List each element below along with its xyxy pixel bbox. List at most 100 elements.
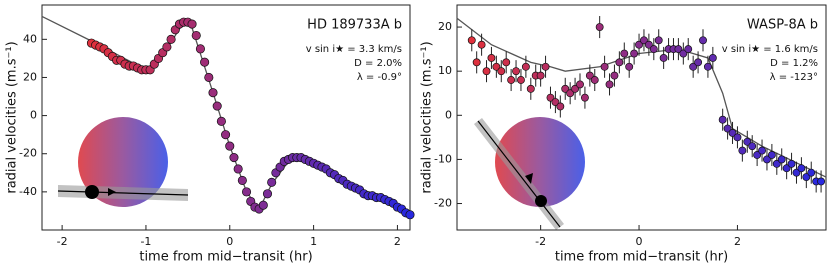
data-point (728, 128, 737, 137)
annotation: v sin i★ = 3.3 km/s (306, 44, 402, 55)
data-point (777, 155, 786, 164)
annotation: λ = -0.9° (357, 72, 402, 83)
data-point (817, 177, 826, 186)
y-tick-label: 20 (23, 70, 37, 83)
data-point (605, 80, 614, 89)
data-point (521, 62, 530, 71)
annotation: D = 1.2% (770, 58, 818, 69)
data-point (482, 67, 491, 76)
x-tick-label: 2 (394, 235, 401, 248)
plot-frame (456, 4, 827, 231)
data-point (467, 36, 476, 45)
data-point (229, 152, 239, 163)
data-point (166, 34, 176, 44)
data-point (576, 80, 584, 89)
x-tick-label: -1 (140, 235, 151, 248)
data-point (772, 159, 781, 168)
data-point (162, 42, 172, 52)
y-tick-label: 0 (445, 108, 452, 121)
data-point (566, 89, 575, 98)
data-point (635, 40, 643, 49)
data-point (620, 49, 629, 58)
annotation: WASP-8A b (747, 18, 818, 33)
data-point (767, 151, 776, 159)
x-tick-label: 0 (636, 235, 643, 248)
data-point (546, 93, 555, 102)
data-point (216, 116, 226, 126)
data-point (640, 36, 648, 45)
y-tick-label: -10 (434, 152, 452, 165)
x-tick-label: -2 (535, 235, 546, 248)
data-point (723, 124, 732, 133)
data-point (610, 71, 619, 80)
data-point (195, 44, 205, 54)
x-tick-label: 1 (310, 235, 317, 248)
data-point (507, 76, 516, 84)
data-point (758, 146, 766, 155)
data-point (536, 71, 545, 80)
x-tick-label: 2 (734, 235, 741, 248)
data-point (743, 137, 752, 146)
data-point (405, 210, 415, 220)
y-tick-label: 20 (438, 20, 452, 33)
data-point (221, 130, 231, 140)
data-point (212, 101, 222, 111)
data-point (585, 71, 594, 80)
data-point (595, 23, 604, 32)
data-point (541, 62, 550, 71)
data-point (630, 49, 639, 58)
data-point (802, 173, 811, 182)
data-point (204, 72, 214, 83)
data-point (590, 76, 599, 84)
data-point (477, 40, 486, 49)
star-diagram (57, 117, 189, 207)
data-point (556, 102, 565, 111)
data-point (753, 151, 762, 159)
data-point (763, 155, 771, 164)
data-point (225, 141, 235, 151)
y-tick-label: -20 (434, 197, 452, 210)
data-point (703, 62, 712, 71)
y-axis-label: radial velocities (m.s⁻¹) (420, 41, 435, 193)
data-point (679, 49, 688, 58)
y-tick-label: -40 (19, 185, 37, 198)
data-point (733, 133, 742, 142)
data-point (738, 146, 747, 155)
data-point (237, 175, 247, 185)
data-point (600, 62, 609, 71)
data-point (807, 168, 816, 177)
data-point (625, 62, 634, 71)
data-point (787, 159, 796, 168)
data-point (561, 84, 570, 93)
data-point (580, 93, 589, 102)
data-point (187, 19, 197, 29)
data-point (649, 45, 658, 54)
data-point (718, 115, 727, 124)
data-point (551, 98, 560, 107)
data-point (644, 40, 653, 49)
data-point (689, 62, 698, 71)
data-point (472, 58, 481, 67)
x-axis-label: time from mid−transit (hr) (555, 250, 728, 265)
data-point (571, 84, 580, 93)
data-point (267, 177, 277, 187)
data-point (200, 57, 210, 67)
x-tick-label: -2 (57, 235, 68, 248)
data-point (748, 142, 757, 151)
data-point (792, 168, 801, 177)
data-point (233, 164, 243, 174)
annotation: λ = -123° (770, 72, 818, 83)
data-point (512, 67, 520, 76)
data-point (674, 45, 683, 54)
y-tick-label: -20 (19, 147, 37, 160)
data-point (782, 164, 791, 173)
x-tick-label: 0 (226, 235, 233, 248)
data-point (262, 189, 273, 199)
plot-frame (41, 4, 411, 231)
data-point (497, 67, 506, 76)
data-point (654, 36, 663, 45)
data-point (258, 200, 268, 210)
data-point (502, 58, 511, 67)
annotation: HD 189733A b (307, 18, 402, 33)
